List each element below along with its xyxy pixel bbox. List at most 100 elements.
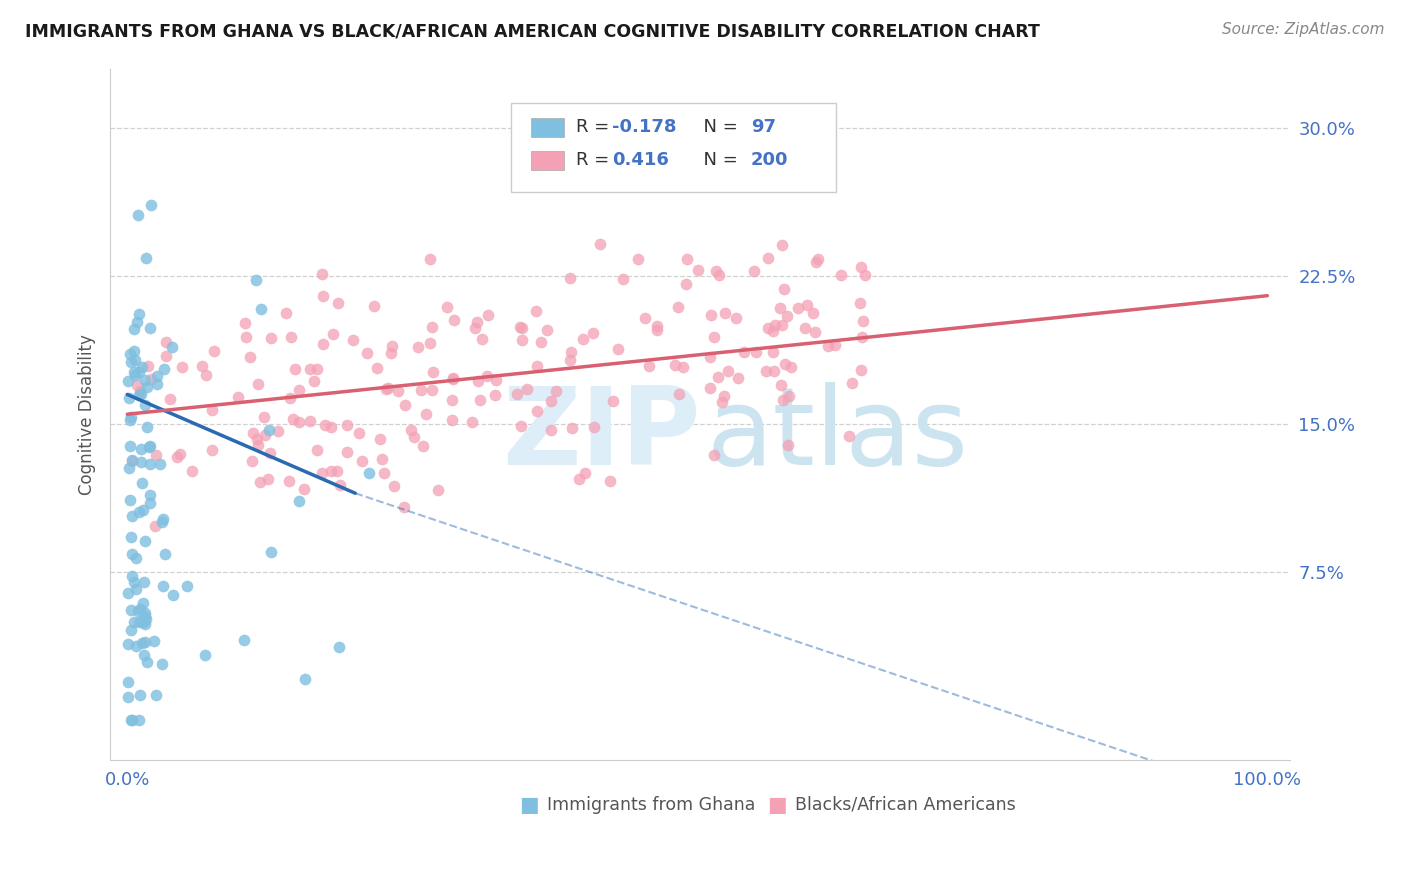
Point: [120, 623, 142, 637]
Point: [509, 319, 531, 334]
Point: [152, 512, 174, 526]
Point: [152, 579, 174, 593]
Point: [441, 371, 464, 385]
Point: [724, 310, 747, 325]
Point: [288, 494, 311, 508]
Text: IMMIGRANTS FROM GHANA VS BLACK/AFRICAN AMERICAN COGNITIVE DISABILITY CORRELATION: IMMIGRANTS FROM GHANA VS BLACK/AFRICAN A…: [25, 22, 1040, 40]
Text: Immigrants from Ghana: Immigrants from Ghana: [547, 796, 755, 814]
Point: [321, 420, 343, 434]
Point: [242, 426, 264, 441]
Point: [572, 332, 595, 346]
Point: [155, 335, 177, 350]
Point: [128, 615, 150, 630]
Text: atlas: atlas: [706, 382, 969, 488]
Point: [257, 423, 280, 437]
Point: [394, 398, 416, 412]
Point: [536, 323, 558, 337]
Point: [132, 615, 155, 630]
Point: [259, 446, 281, 460]
Point: [581, 326, 603, 341]
Point: [838, 429, 860, 443]
Point: [672, 359, 695, 374]
Point: [134, 616, 156, 631]
Point: [256, 472, 278, 486]
Point: [139, 458, 162, 472]
Point: [540, 423, 562, 437]
Point: [373, 466, 395, 480]
Point: [128, 714, 150, 728]
Point: [121, 508, 143, 523]
Point: [441, 393, 464, 408]
Point: [329, 477, 352, 491]
Point: [711, 394, 734, 409]
Point: [366, 361, 388, 376]
Point: [464, 321, 486, 335]
Point: [634, 310, 657, 325]
Point: [128, 601, 150, 615]
Point: [756, 320, 779, 334]
Point: [288, 415, 311, 429]
Point: [558, 271, 581, 285]
Point: [342, 333, 364, 347]
Point: [524, 304, 547, 318]
Point: [287, 383, 309, 397]
Point: [134, 398, 156, 412]
Point: [426, 483, 449, 498]
Point: [415, 408, 437, 422]
Point: [139, 198, 162, 212]
Point: [132, 503, 155, 517]
Point: [139, 321, 162, 335]
Point: [775, 358, 797, 372]
Point: [801, 306, 824, 320]
Point: [772, 393, 794, 408]
Point: [121, 547, 143, 561]
Point: [849, 260, 872, 274]
Point: [803, 325, 825, 339]
Point: [645, 323, 668, 337]
Point: [191, 359, 214, 373]
Point: [336, 418, 359, 433]
Point: [292, 482, 315, 496]
Point: [807, 252, 830, 266]
Point: [117, 375, 139, 389]
Point: [162, 588, 184, 602]
Point: [399, 423, 422, 437]
Point: [120, 714, 142, 728]
Point: [159, 392, 181, 406]
Point: [382, 478, 405, 492]
Point: [441, 413, 464, 427]
Text: ■: ■: [768, 795, 787, 815]
Point: [627, 252, 650, 266]
Point: [152, 515, 174, 529]
Point: [239, 350, 262, 364]
Point: [122, 322, 145, 336]
Point: [727, 371, 749, 385]
Point: [699, 381, 721, 395]
Point: [134, 635, 156, 649]
Point: [176, 579, 198, 593]
Point: [311, 267, 333, 281]
Point: [419, 252, 441, 266]
Point: [118, 493, 141, 508]
Point: [763, 364, 786, 378]
Point: [260, 331, 283, 345]
Point: [699, 350, 721, 364]
Point: [465, 315, 488, 329]
Point: [422, 366, 444, 380]
Point: [122, 365, 145, 379]
Point: [148, 457, 170, 471]
Point: [314, 418, 336, 433]
Point: [706, 370, 728, 384]
Text: ZIP: ZIP: [502, 382, 700, 488]
Point: [132, 595, 155, 609]
Point: [841, 376, 863, 390]
Point: [526, 404, 548, 418]
Point: [526, 359, 548, 373]
Y-axis label: Cognitive Disability: Cognitive Disability: [79, 334, 96, 495]
Point: [510, 321, 533, 335]
Point: [312, 289, 335, 303]
Point: [249, 475, 271, 490]
Point: [245, 273, 267, 287]
Point: [347, 426, 370, 441]
Point: [145, 688, 167, 702]
